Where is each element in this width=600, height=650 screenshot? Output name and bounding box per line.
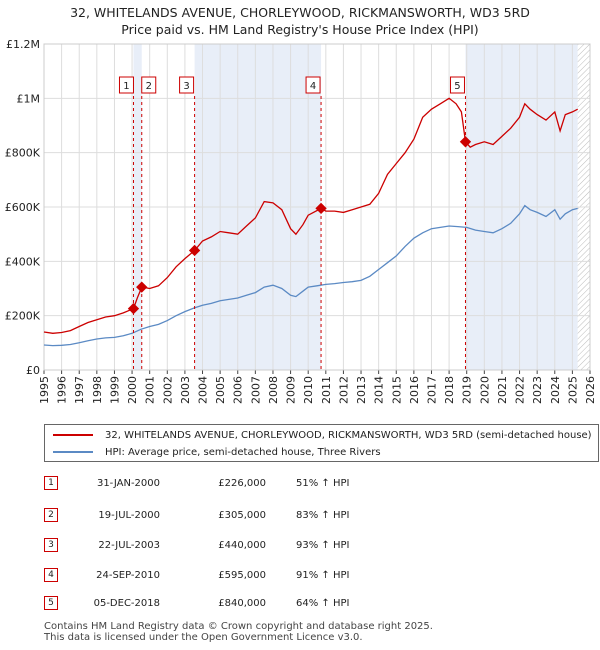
y-tick-label: £600K — [5, 201, 41, 214]
sale-number-badge: 2 — [44, 508, 58, 522]
sale-hpi-change: 91% ↑ HPI — [296, 570, 350, 581]
subtitle-line: Price paid vs. HM Land Registry's House … — [121, 22, 479, 37]
x-tick-label: 2026 — [584, 376, 597, 404]
table-row: 5 05-DEC-2018 £840,000 64% ↑ HPI — [0, 594, 600, 614]
x-tick-label: 2007 — [249, 376, 262, 404]
x-tick-label: 2009 — [285, 376, 298, 404]
x-tick-label: 2008 — [267, 376, 280, 404]
x-tick-label: 2018 — [443, 376, 456, 404]
price-chart: £0 £200K £400K £600K £800K £1M £1.2M 1995 1996 19… — [5, 38, 597, 404]
legend-swatch-hpi — [53, 451, 93, 453]
x-tick-label: 1999 — [108, 376, 121, 404]
sale-hpi-change: 51% ↑ HPI — [296, 478, 350, 489]
legend-label-hpi: HPI: Average price, semi-detached house,… — [105, 447, 381, 458]
legend: 32, WHITELANDS AVENUE, CHORLEYWOOD, RICK… — [44, 424, 599, 462]
sale-date: 19-JUL-2000 — [98, 510, 160, 521]
footer-licence: This data is licensed under the Open Gov… — [44, 632, 363, 643]
y-tick-label: £1.2M — [6, 38, 40, 51]
sale-number-badge: 3 — [44, 538, 58, 552]
x-tick-label: 2012 — [337, 376, 350, 404]
x-tick-label: 2005 — [214, 376, 227, 404]
sale-marker-point — [188, 244, 201, 257]
x-tick-label: 2011 — [320, 376, 333, 404]
sale-marker-point — [315, 202, 327, 215]
x-tick-label: 1997 — [73, 376, 86, 404]
table-row: 3 22-JUL-2003 £440,000 93% ↑ HPI — [0, 536, 600, 556]
table-row: 1 31-JAN-2000 £226,000 51% ↑ HPI — [0, 474, 600, 494]
sale-date: 24-SEP-2010 — [96, 570, 160, 581]
plot-frame — [43, 43, 591, 371]
sale-number-label: 5 — [454, 81, 460, 92]
y-tick-label: £200K — [5, 310, 41, 323]
x-tick-label: 2022 — [514, 376, 527, 404]
sale-number-badge: 4 — [44, 568, 58, 582]
sale-date: 22-JUL-2003 — [98, 540, 160, 551]
sale-marker-point — [136, 281, 148, 293]
x-tick-label: 2003 — [179, 376, 192, 404]
sale-number-label: 1 — [123, 81, 129, 92]
sale-hpi-change: 64% ↑ HPI — [296, 598, 350, 609]
hpi-line — [43, 204, 578, 347]
x-tick-label: 2000 — [126, 376, 139, 404]
sale-number-box — [449, 76, 465, 94]
y-tick-label: £0 — [26, 364, 40, 377]
x-tick-label: 1995 — [38, 376, 51, 404]
sale-number-label: 4 — [310, 81, 316, 92]
sale-number-box — [179, 76, 195, 94]
x-tick-label: 2021 — [496, 376, 509, 404]
sale-number-box — [118, 76, 134, 94]
table-row: 2 19-JUL-2000 £305,000 83% ↑ HPI — [0, 506, 600, 526]
sale-price: £226,000 — [218, 478, 266, 489]
sale-number-box — [141, 76, 157, 94]
x-tick-label: 2002 — [161, 376, 174, 404]
legend-swatch-property — [53, 434, 93, 436]
legend-item-hpi: HPI: Average price, semi-detached house,… — [53, 444, 381, 461]
x-tick-label: 2025 — [566, 376, 579, 404]
footer-copyright: Contains HM Land Registry data © Crown c… — [44, 621, 433, 632]
sale-date: 05-DEC-2018 — [93, 598, 160, 609]
table-row: 4 24-SEP-2010 £595,000 91% ↑ HPI — [0, 566, 600, 586]
sale-price: £440,000 — [218, 540, 266, 551]
y-tick-label: £400K — [5, 255, 41, 268]
x-tick-label: 2015 — [390, 376, 403, 404]
sale-number-badge: 1 — [44, 476, 58, 490]
x-tick-label: 1996 — [56, 376, 69, 404]
sale-marker-point — [459, 136, 472, 148]
x-tick-label: 2013 — [355, 376, 368, 404]
sale-number-box — [305, 76, 321, 94]
x-tick-label: 2024 — [549, 376, 562, 404]
y-tick-label: £1M — [17, 92, 41, 105]
legend-item-property: 32, WHITELANDS AVENUE, CHORLEYWOOD, RICK… — [53, 427, 592, 445]
sale-price: £840,000 — [218, 598, 266, 609]
x-tick-label: 2017 — [425, 376, 438, 404]
sale-price: £305,000 — [218, 510, 266, 521]
x-tick-label: 2016 — [408, 376, 421, 404]
title-line: 32, WHITELANDS AVENUE, CHORLEYWOOD, RICK… — [70, 5, 530, 20]
x-tick-label: 1998 — [91, 376, 104, 404]
sale-price: £595,000 — [218, 570, 266, 581]
x-tick-label: 2020 — [478, 376, 491, 404]
legend-label-property: 32, WHITELANDS AVENUE, CHORLEYWOOD, RICK… — [105, 430, 592, 441]
sale-hpi-change: 83% ↑ HPI — [296, 510, 350, 521]
x-tick-label: 2006 — [232, 376, 245, 404]
sale-hpi-change: 93% ↑ HPI — [296, 540, 350, 551]
sale-marker-point — [127, 302, 140, 315]
sale-number-badge: 5 — [44, 596, 58, 610]
x-tick-label: 2019 — [461, 376, 474, 404]
sale-date: 31-JAN-2000 — [96, 478, 160, 489]
sale-number-label: 2 — [146, 81, 152, 92]
x-tick-label: 2004 — [197, 376, 210, 404]
x-tick-label: 2010 — [302, 376, 315, 404]
y-tick-label: £800K — [5, 147, 41, 160]
x-tick-label: 2014 — [373, 376, 386, 404]
chart-title: 32, WHITELANDS AVENUE, CHORLEYWOOD, RICK… — [0, 4, 600, 38]
sale-number-label: 3 — [183, 81, 189, 92]
footer: Contains HM Land Registry data © Crown c… — [44, 621, 433, 643]
x-tick-label: 2023 — [531, 376, 544, 404]
x-tick-label: 2001 — [144, 376, 157, 404]
